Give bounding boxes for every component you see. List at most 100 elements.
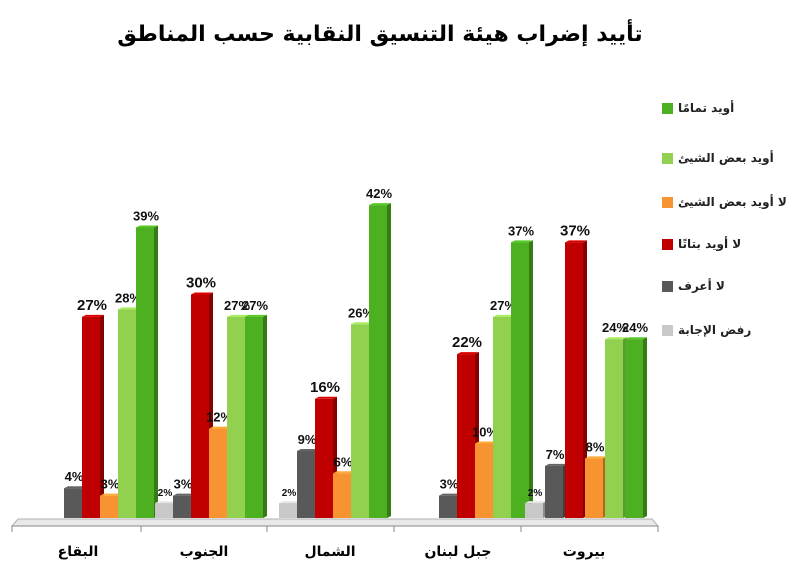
data-label: 3% (101, 477, 120, 492)
chart-title: تأييد إضراب هيئة التنسيق النقابية حسب ال… (117, 22, 643, 47)
bar-top (625, 337, 647, 340)
data-label: 4% (65, 469, 84, 484)
data-label: 37% (508, 223, 534, 238)
category-label: البقاع (58, 544, 99, 560)
bar (118, 309, 136, 518)
bar (173, 495, 191, 518)
legend-swatch (662, 152, 673, 164)
bar (457, 354, 475, 518)
bar (315, 398, 333, 518)
category-label: الجنوب (180, 544, 229, 560)
data-label: 22% (452, 334, 482, 351)
bar-chart: 4%27%3%28%39%البقاع2%3%30%12%27%27%الجنو… (10, 186, 660, 560)
bar-top (136, 225, 158, 228)
data-label: 27% (77, 297, 107, 314)
legend-item: أويد بعض الشيئ (662, 148, 774, 168)
bar-top (173, 493, 195, 496)
legend-item: رفض الإجابة (662, 320, 751, 340)
bar (227, 316, 245, 518)
legend-label: لا أعرف (678, 279, 725, 293)
bar-top (475, 441, 497, 444)
legend-swatch (662, 102, 673, 114)
bar-side (529, 240, 533, 518)
bar-top (82, 314, 104, 317)
bar (100, 495, 118, 518)
bar (64, 488, 82, 518)
bar (82, 316, 100, 518)
bar-side (643, 337, 647, 518)
data-label: 10% (472, 425, 498, 440)
legend-swatch (662, 196, 673, 208)
category-label: جبل لبنان (424, 544, 491, 560)
bar-side (154, 225, 158, 518)
bar (475, 443, 493, 518)
bar-top (439, 493, 461, 496)
bar (245, 316, 263, 518)
bar-top (209, 426, 231, 429)
data-label: 9% (298, 432, 317, 447)
bar (565, 242, 583, 518)
bar-top (279, 501, 301, 504)
legend-label: أويد بعض الشيئ (678, 151, 774, 165)
bar (525, 503, 543, 518)
data-label: 7% (546, 447, 565, 462)
legend-item: لا أويد بتاتًا (662, 234, 741, 254)
bar (493, 316, 511, 518)
bar (545, 465, 563, 518)
bar (155, 503, 173, 518)
bar-top (457, 352, 479, 355)
data-label: 2% (528, 488, 543, 499)
bar-top (333, 471, 355, 474)
bar (191, 294, 209, 518)
legend-item: لا أعرف (662, 276, 725, 296)
bar (209, 428, 227, 518)
data-label: 27% (224, 298, 250, 313)
bar-top (565, 240, 587, 243)
legend-swatch (662, 280, 673, 292)
bar (369, 205, 387, 518)
bar (625, 339, 643, 518)
legend-label: أويد تمامًا (678, 101, 735, 115)
bar-top (227, 314, 249, 317)
data-label: 28% (115, 290, 141, 305)
bar-top (315, 396, 337, 399)
category-label: الشمال (304, 544, 355, 560)
data-label: 24% (622, 320, 648, 335)
data-label: 2% (158, 488, 173, 499)
bar-top (64, 486, 86, 489)
bar (605, 339, 623, 518)
bar (279, 503, 297, 518)
bar (351, 324, 369, 518)
data-label: 39% (133, 208, 159, 223)
legend-label: رفض الإجابة (678, 323, 752, 337)
bar (136, 227, 154, 518)
data-label: 37% (560, 222, 590, 239)
bar-top (545, 463, 567, 466)
category-label: بيروت (563, 544, 605, 560)
bar-side (387, 203, 391, 518)
data-label: 30% (186, 275, 216, 292)
bar-top (493, 314, 515, 317)
data-label: 27% (490, 298, 516, 313)
bar-side (263, 314, 267, 518)
bar (511, 242, 529, 518)
bar-top (297, 448, 319, 451)
legend-swatch (662, 238, 673, 250)
bar-side (583, 240, 587, 518)
bar (333, 473, 351, 518)
data-label: 26% (348, 305, 374, 320)
bar-side (100, 314, 104, 518)
bar-top (118, 307, 140, 310)
bar (297, 450, 315, 518)
bar-top (525, 501, 547, 504)
data-label: 3% (174, 477, 193, 492)
data-label: 6% (334, 454, 353, 469)
data-label: 42% (366, 186, 392, 201)
data-label: 24% (602, 320, 628, 335)
chart-floor (10, 518, 660, 527)
bar (585, 458, 603, 518)
data-label: 12% (206, 410, 232, 425)
data-label: 3% (440, 477, 459, 492)
bar-top (369, 203, 391, 206)
legend-label: لا أويد بتاتًا (678, 237, 742, 251)
